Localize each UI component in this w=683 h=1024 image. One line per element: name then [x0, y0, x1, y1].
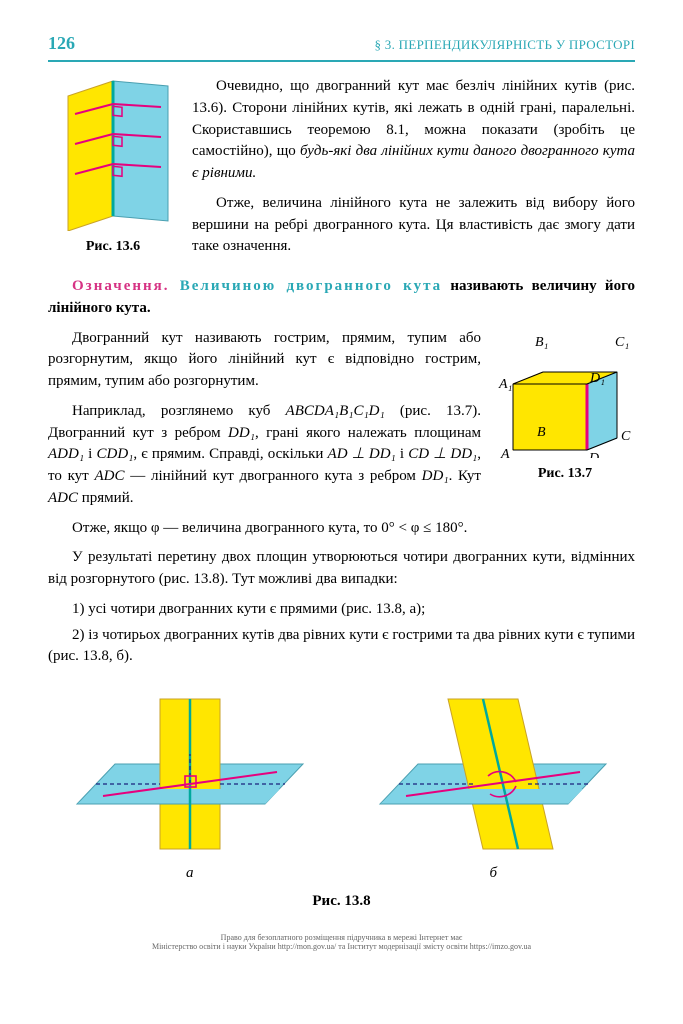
figure-13-8-caption: Рис. 13.8 [48, 891, 635, 913]
list-item-2: 2) із чотирьох двогранних кутів два рівн… [48, 625, 635, 669]
figure-13-6-svg [53, 76, 173, 231]
svg-text:C₁: C₁ [615, 335, 629, 350]
svg-text:C: C [621, 429, 631, 444]
svg-text:A₁: A₁ [498, 377, 512, 392]
svg-text:B₁: B₁ [535, 335, 548, 350]
figure-13-7-caption: Рис. 13.7 [495, 464, 635, 484]
figure-13-8-b: б [352, 684, 636, 885]
section-title: § 3. ПЕРПЕНДИКУЛЯРНІСТЬ У ПРОСТОРІ [374, 36, 635, 55]
figure-13-6: Рис. 13.6 [48, 76, 178, 257]
svg-text:D₁: D₁ [589, 371, 605, 386]
list-item-1: 1) усі чотири двогранних кути є прямими … [48, 599, 635, 621]
paragraph-5: Отже, якщо φ — величина двогранного кута… [48, 518, 635, 540]
svg-text:A: A [500, 447, 510, 458]
figure-13-8-a-label: а [48, 863, 332, 885]
page-header: 126 § 3. ПЕРПЕНДИКУЛЯРНІСТЬ У ПРОСТОРІ [48, 30, 635, 62]
footer-line-2: Міністерство освіти і науки України http… [48, 942, 635, 952]
figure-13-8-a: а [48, 684, 332, 885]
footer-line-1: Право для безоплатного розміщення підруч… [48, 933, 635, 943]
figure-13-7-svg: B₁ C₁ A₁ D₁ B C A D [495, 328, 635, 458]
page-footer: Право для безоплатного розміщення підруч… [48, 933, 635, 952]
figure-13-7: B₁ C₁ A₁ D₁ B C A D Рис. 13.7 [495, 328, 635, 484]
figure-13-8-b-label: б [352, 863, 636, 885]
figure-13-6-caption: Рис. 13.6 [48, 237, 178, 257]
svg-text:D: D [588, 451, 599, 458]
figure-13-8: а б [48, 684, 635, 885]
page-number: 126 [48, 30, 75, 56]
definition-term: Величиною двогранного кута [170, 278, 443, 294]
definition-label: Означення. [72, 278, 170, 294]
svg-text:B: B [537, 425, 546, 440]
definition-block: Означення. Величиною двогранного кута на… [48, 276, 635, 320]
paragraph-6: У результаті перетину двох площин утворю… [48, 547, 635, 591]
